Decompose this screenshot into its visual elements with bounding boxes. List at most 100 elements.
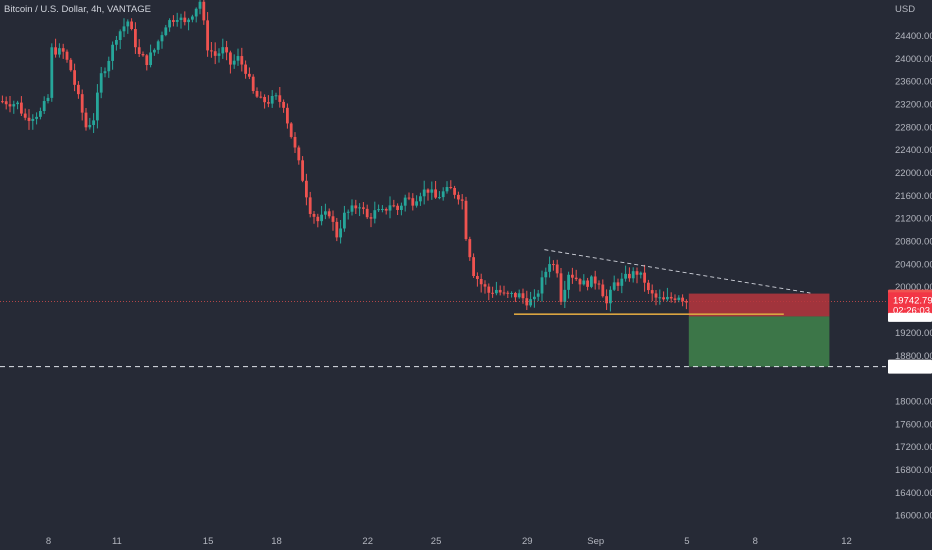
candle (514, 291, 517, 303)
candle-body (251, 76, 255, 91)
candle-body (654, 293, 658, 298)
candle (525, 290, 529, 311)
candle (267, 95, 270, 108)
candle-body (430, 189, 434, 193)
candle (191, 14, 194, 23)
candle (643, 264, 646, 292)
candle (54, 38, 57, 58)
candle (609, 286, 612, 312)
drawings-layer[interactable] (0, 249, 886, 368)
candle-body (58, 48, 61, 55)
price-axis[interactable]: 16000.00 16400.00 16800.00 17200.00 17600.00… (888, 31, 932, 522)
candle (346, 209, 350, 220)
stop-loss-zone[interactable] (688, 293, 830, 317)
candle-body (84, 112, 88, 128)
candle (540, 270, 544, 302)
candle-body (282, 101, 285, 108)
time-axis-background (0, 532, 886, 550)
price-tick-label: 16800.00 (895, 465, 932, 476)
candle (179, 13, 183, 29)
candle-body (126, 21, 130, 27)
last-price-tag-bg (888, 292, 932, 318)
candle-body (631, 271, 635, 279)
countdown-timer: 02:26:03 (893, 305, 930, 316)
candle (217, 48, 221, 63)
price-tick-label: 23200.00 (895, 100, 932, 111)
candle (4, 96, 8, 110)
candle-body (441, 191, 445, 198)
candle (350, 199, 354, 216)
candle-body (388, 205, 392, 211)
candle (605, 289, 608, 310)
candle-body (54, 47, 57, 55)
candle-body (153, 49, 156, 53)
candle-body (506, 292, 510, 294)
candle-body (1, 101, 4, 103)
time-axis[interactable]: 8 11 15 18 22 25 29 Sep 5 8 12 (46, 536, 852, 547)
candle (50, 43, 54, 102)
take-profit-zone[interactable] (688, 316, 830, 367)
time-tick-label: 12 (841, 536, 852, 547)
candle (563, 280, 567, 309)
candle (229, 50, 232, 74)
candle-body (27, 117, 31, 121)
candle (426, 188, 430, 201)
candle-body (445, 186, 449, 192)
candle (80, 89, 84, 121)
candle (331, 210, 335, 231)
candle-body (92, 120, 95, 125)
plot-background[interactable] (0, 0, 886, 532)
candle-body (582, 280, 586, 285)
candle-body (487, 286, 491, 293)
candle-body (525, 298, 529, 306)
candle-body (559, 273, 563, 302)
candle (449, 180, 453, 190)
candle (487, 283, 491, 301)
candle (388, 196, 392, 219)
candle (153, 48, 156, 56)
descending-trendline[interactable] (544, 249, 811, 294)
candle (377, 204, 380, 213)
candle-body (42, 101, 46, 112)
candle (286, 103, 289, 129)
candle (631, 267, 635, 283)
candle (206, 12, 209, 57)
candle (263, 94, 266, 109)
candle-body (635, 271, 639, 275)
candle-body (111, 44, 114, 61)
candle-body (35, 116, 38, 119)
candle-body (69, 59, 73, 71)
candle-body (99, 73, 103, 93)
price-tick-label: 16400.00 (895, 488, 932, 499)
candle (635, 267, 639, 284)
candle-body (415, 201, 418, 206)
candle (232, 54, 236, 69)
candle (571, 267, 574, 284)
candle (419, 192, 422, 206)
candle-body (65, 51, 69, 60)
target-price-tag-text: 18600.00 (893, 362, 932, 373)
candle-body (122, 26, 126, 32)
candle-body (210, 50, 213, 52)
time-tick-label: 5 (684, 536, 689, 547)
candle-body (160, 35, 164, 42)
candle-body (301, 160, 304, 181)
candle-body (597, 283, 601, 285)
candle-body (103, 71, 107, 74)
candle (27, 109, 31, 130)
candle (616, 278, 620, 292)
candle-body (392, 205, 396, 207)
candle-body (514, 292, 517, 298)
candle-body (365, 208, 369, 218)
candle-body (563, 289, 567, 302)
candle-body (194, 8, 198, 17)
candle-body (335, 221, 339, 238)
candle (1, 95, 4, 104)
candle-body (278, 95, 282, 102)
candle-body (419, 196, 422, 202)
candle (282, 99, 285, 113)
